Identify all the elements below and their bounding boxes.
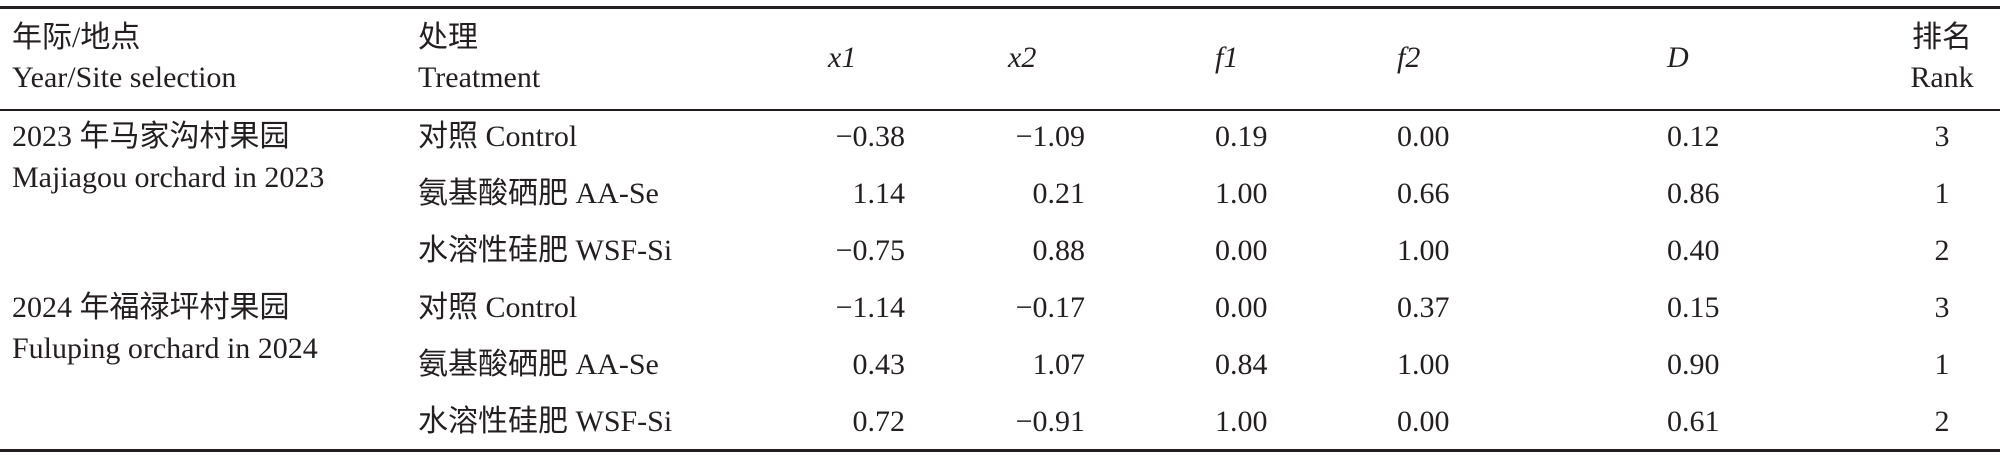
f1-cell: 0.84 [1215, 348, 1268, 381]
header-treatment-en: Treatment [418, 61, 541, 94]
treatment-cell: 水溶性硅肥 WSF-Si [418, 405, 673, 438]
rank-cell: 1 [1934, 348, 1950, 381]
treatment-cell: 氨基酸硒肥 AA-Se [418, 348, 659, 381]
group-site-zh: 2023 年马家沟村果园 [12, 120, 290, 153]
d-cell: 0.12 [1667, 120, 1720, 153]
f1-cell: 1.00 [1215, 177, 1268, 210]
header-rank: 排名 Rank [1900, 18, 1984, 98]
f1-cell: 0.00 [1215, 234, 1268, 267]
treatment-cell: 对照 Control [418, 291, 578, 324]
rank-cell: 2 [1934, 234, 1950, 267]
f2-cell: 0.66 [1397, 177, 1450, 210]
header-x2: x2 [1008, 41, 1037, 74]
header-site-en: Year/Site selection [12, 61, 237, 94]
x2-cell: 0.88 [1032, 234, 1086, 267]
d-cell: 0.90 [1667, 348, 1720, 381]
header-rule [0, 109, 2000, 111]
header-rank-en: Rank [1910, 61, 1974, 94]
f2-cell: 0.37 [1397, 291, 1450, 324]
x1-cell: 0.43 [852, 348, 906, 381]
header-site: 年际/地点 Year/Site selection [12, 18, 236, 98]
d-cell: 0.61 [1667, 405, 1720, 438]
treatment-cell: 水溶性硅肥 WSF-Si [418, 234, 673, 267]
f1-cell: 0.19 [1215, 120, 1268, 153]
treatment-cell: 对照 Control [418, 120, 578, 153]
rank-cell: 1 [1934, 177, 1950, 210]
f1-cell: 1.00 [1215, 405, 1268, 438]
header-treatment: 处理 Treatment [418, 18, 540, 98]
header-f2: f2 [1397, 41, 1421, 74]
group-site-zh: 2024 年福禄坪村果园 [12, 291, 290, 324]
d-cell: 0.86 [1667, 177, 1720, 210]
f2-cell: 0.00 [1397, 120, 1450, 153]
header-d: D [1667, 41, 1689, 74]
d-cell: 0.15 [1667, 291, 1720, 324]
top-rule [0, 6, 2000, 9]
x2-cell: −0.91 [1015, 405, 1085, 438]
x1-cell: −0.38 [835, 120, 905, 153]
rank-cell: 2 [1934, 405, 1950, 438]
x1-cell: 0.72 [852, 405, 906, 438]
bottom-rule [0, 449, 2000, 452]
header-rank-zh: 排名 [1912, 21, 1972, 54]
f2-cell: 1.00 [1397, 348, 1450, 381]
f2-cell: 0.00 [1397, 405, 1450, 438]
x2-cell: 1.07 [1032, 348, 1086, 381]
f2-cell: 1.00 [1397, 234, 1450, 267]
x1-cell: −0.75 [835, 234, 905, 267]
x2-cell: −1.09 [1015, 120, 1085, 153]
rank-cell: 3 [1934, 291, 1950, 324]
group-site-en: Fuluping orchard in 2024 [12, 332, 318, 365]
header-treatment-zh: 处理 [418, 21, 478, 54]
treatment-cell: 氨基酸硒肥 AA-Se [418, 177, 659, 210]
header-x1: x1 [828, 41, 857, 74]
f1-cell: 0.00 [1215, 291, 1268, 324]
group-site-en: Majiagou orchard in 2023 [12, 161, 325, 194]
x1-cell: 1.14 [852, 177, 906, 210]
x2-cell: 0.21 [1032, 177, 1086, 210]
x1-cell: −1.14 [835, 291, 905, 324]
d-cell: 0.40 [1667, 234, 1720, 267]
x2-cell: −0.17 [1015, 291, 1085, 324]
rank-cell: 3 [1934, 120, 1950, 153]
header-f1: f1 [1215, 41, 1239, 74]
header-site-zh: 年际/地点 [12, 21, 141, 54]
